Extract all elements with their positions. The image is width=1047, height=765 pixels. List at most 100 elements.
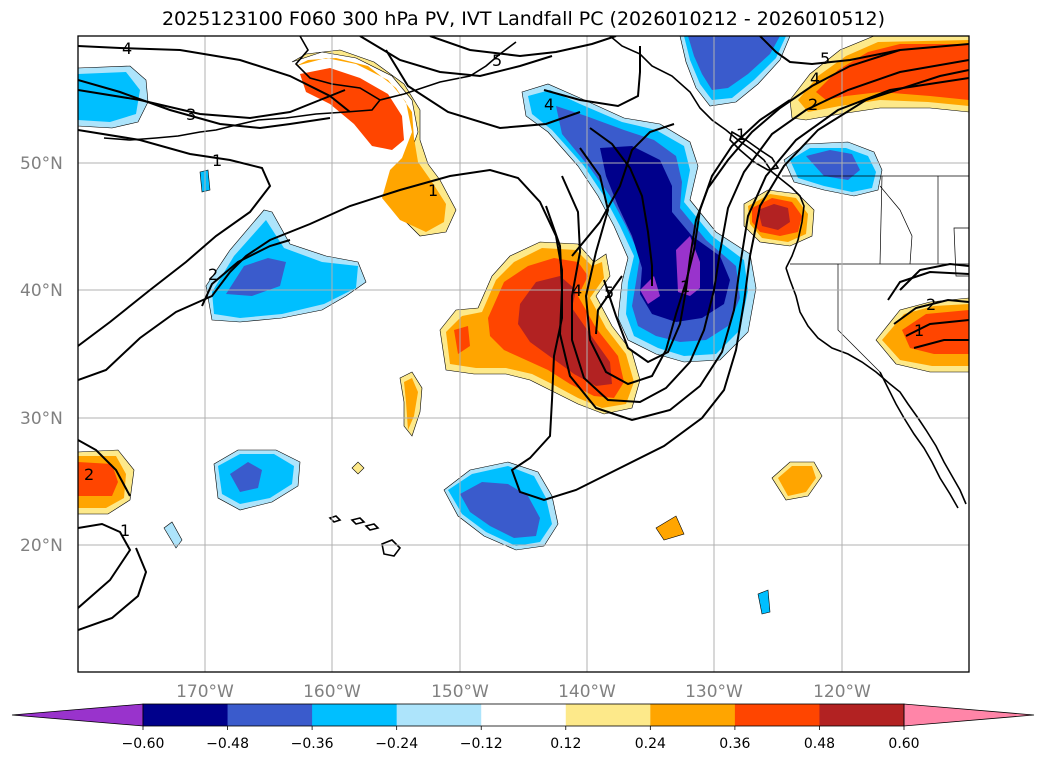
colorbar-label: −0.36 — [291, 736, 334, 752]
contour-label: 4 — [572, 281, 582, 300]
lat-label: 50°N — [20, 154, 63, 174]
contour-line — [887, 270, 969, 301]
contour-label: 1 — [212, 151, 222, 170]
contour-label: 5 — [492, 51, 502, 70]
lon-label: 130°W — [685, 682, 743, 702]
contour-line — [201, 239, 291, 307]
colorbar-extend-low — [11, 703, 144, 727]
contour-line — [603, 43, 969, 364]
contour-line — [571, 123, 675, 257]
latitude-labels: 50°N 40°N 30°N 20°N — [20, 154, 63, 556]
shade-positive-region — [816, 44, 969, 100]
lon-label: 150°W — [431, 682, 489, 702]
colorbar-frame — [142, 703, 905, 727]
lon-label: 160°W — [303, 682, 361, 702]
shade-negative-region — [757, 589, 771, 615]
contour-line — [359, 36, 553, 78]
shade-positive-region — [778, 466, 816, 496]
longitude-labels: 170°W 160°W 150°W 140°W 130°W 120°W — [176, 682, 871, 702]
contour-line — [78, 522, 132, 609]
contour-line — [913, 339, 969, 349]
contour-line — [78, 129, 272, 347]
contour-label: 4 — [544, 95, 554, 114]
contour-line — [899, 262, 969, 291]
shade-negative-region — [230, 462, 262, 492]
contour-label: 1 — [120, 521, 130, 540]
contour-label: 3 — [186, 105, 196, 124]
lat-label: 20°N — [20, 536, 63, 556]
shade-negative-region — [78, 72, 140, 122]
shade-positive-region — [78, 462, 118, 496]
shade-positive-region — [351, 461, 365, 475]
contour-label: 1 — [428, 181, 438, 200]
colorbar-segment — [481, 704, 567, 726]
ivt-contours — [78, 36, 969, 631]
shade-positive-region — [300, 68, 404, 150]
shade-negative-region — [688, 36, 780, 90]
colorbar-label: 0.48 — [804, 736, 835, 752]
contour-labels: 4 3 1 2 1 5 4 1 4 5 1 2 5 4 2 1 2 1 — [84, 39, 936, 540]
lon-label: 120°W — [813, 682, 871, 702]
lat-label: 30°N — [20, 409, 63, 429]
contour-line — [545, 77, 969, 422]
baja-coast — [879, 371, 959, 509]
contour-label: 1 — [914, 321, 924, 340]
colorbar-label: 0.36 — [719, 736, 750, 752]
lat-label: 40°N — [20, 281, 63, 301]
colorbar-segment — [312, 704, 398, 726]
contour-line — [78, 79, 331, 130]
shade-positive-region — [655, 515, 685, 541]
contour-label: 2 — [926, 295, 936, 314]
shade-negative-region — [806, 150, 860, 180]
contour-line — [579, 99, 791, 386]
state-border — [790, 175, 969, 373]
contour-label: 5 — [820, 49, 830, 68]
shade-positive-region — [758, 204, 790, 230]
lon-label: 170°W — [176, 682, 234, 702]
colorbar-segment — [819, 704, 905, 726]
contour-line — [561, 59, 969, 404]
colorbar-extend-high — [903, 703, 1035, 727]
lon-label: 140°W — [558, 682, 616, 702]
shade-positive-region — [454, 326, 470, 354]
contour-line — [543, 46, 641, 108]
contour-line — [759, 36, 901, 66]
shade-negative-region — [163, 521, 183, 549]
contour-line — [595, 275, 623, 335]
hawaii-islands — [328, 515, 402, 557]
colorbar-label: 0.60 — [888, 736, 919, 752]
contour-line — [78, 69, 969, 502]
colorbar-label: 0.12 — [550, 736, 581, 752]
gridlines — [78, 36, 969, 672]
map-title: 2025123100 F060 300 hPa PV, IVT Landfall… — [161, 8, 886, 30]
shade-positive-region — [404, 378, 418, 430]
colorbar-label: −0.24 — [375, 736, 418, 752]
colorbar: −0.60 −0.48 −0.36 −0.24 −0.12 0.12 0.24 0.36 0.4… — [11, 703, 1035, 752]
shade-positive-region — [518, 276, 612, 386]
colorbar-segment — [396, 704, 482, 726]
colorbar-label: −0.48 — [206, 736, 249, 752]
state-borders — [782, 175, 969, 373]
contour-label: 4 — [122, 39, 132, 58]
bc-coast — [609, 36, 805, 269]
colorbar-segment — [650, 704, 736, 726]
colorbar-segment — [565, 704, 651, 726]
map-frame — [77, 35, 970, 673]
contour-line — [385, 49, 581, 130]
shade-negative-region — [460, 482, 540, 538]
contour-line — [589, 127, 653, 286]
contour-label: 2 — [208, 265, 218, 284]
contour-label: 1 — [736, 125, 746, 144]
contour-label: 4 — [810, 69, 820, 88]
colorbar-label: 0.24 — [635, 736, 666, 752]
contour-label: 1 — [680, 277, 690, 296]
colorbar-segment — [227, 704, 313, 726]
colorbar-label: −0.12 — [460, 736, 503, 752]
contour-label: 2 — [808, 95, 818, 114]
contour-line — [893, 298, 969, 325]
colorbar-label: −0.60 — [122, 736, 165, 752]
colorbar-segment — [143, 704, 229, 726]
contour-label: 2 — [84, 465, 94, 484]
contour-line — [429, 36, 617, 58]
